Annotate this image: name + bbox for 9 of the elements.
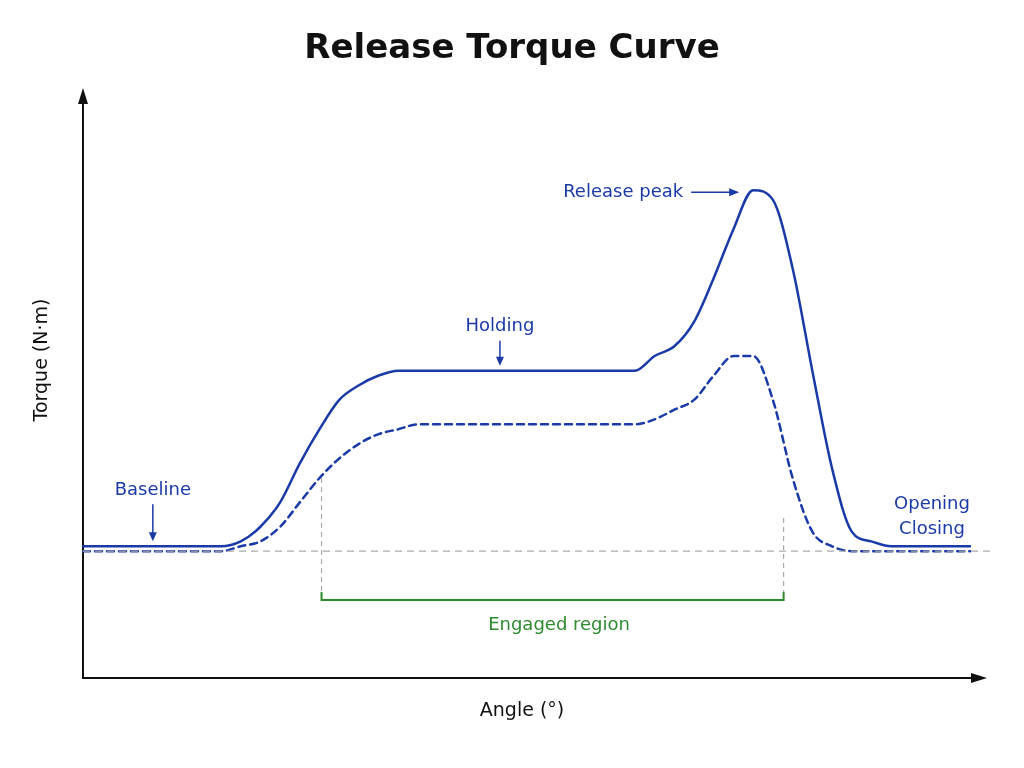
annotation: Holding	[465, 314, 535, 336]
y-axis-title: Torque (N·m)	[29, 298, 51, 422]
annotation: Release peak	[563, 179, 684, 201]
chart-title: Release Torque Curve	[303, 26, 721, 66]
series-label: Closing	[899, 516, 965, 538]
annotation: Engaged region	[488, 612, 630, 634]
series-label: Opening	[894, 491, 970, 513]
x-axis-title: Angle (°)	[478, 698, 566, 720]
annotation: Baseline	[114, 477, 192, 499]
